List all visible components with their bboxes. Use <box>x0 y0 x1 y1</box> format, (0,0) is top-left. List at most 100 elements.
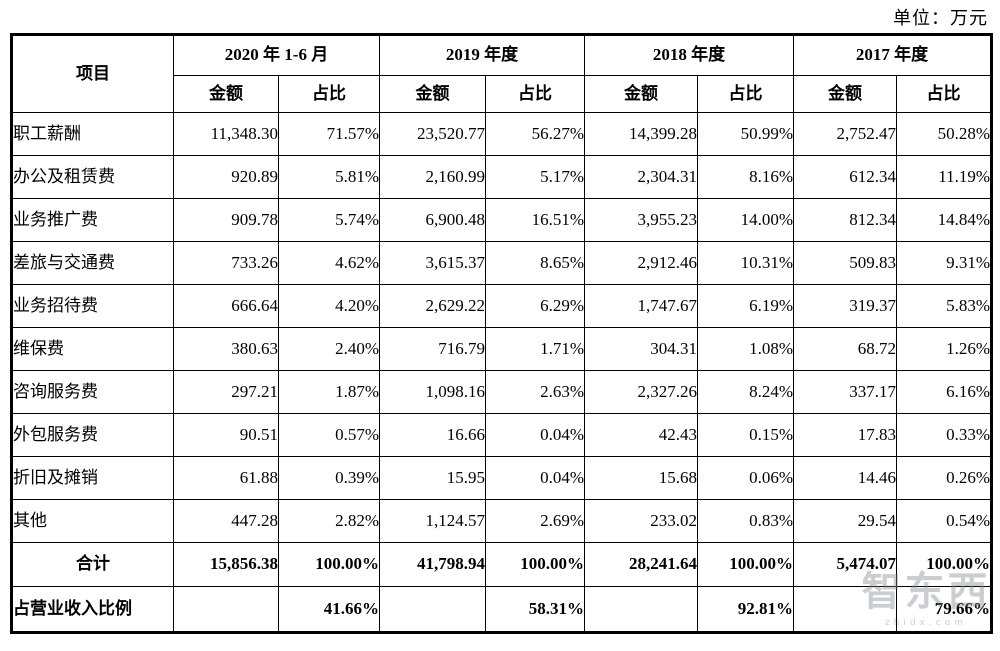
row-label: 业务推广费 <box>11 198 174 242</box>
cell-amount: 733.26 <box>173 241 279 285</box>
cell-ratio: 0.26% <box>896 456 993 500</box>
table-row: 职工薪酬 11,348.30 71.57% 23,520.77 56.27% 14,399… <box>11 112 993 156</box>
cell-amount: 28,241.64 <box>584 542 699 587</box>
cell-amount <box>584 586 699 633</box>
cell-amount: 509.83 <box>793 241 898 285</box>
row-label: 咨询服务费 <box>11 370 174 414</box>
header-group-row: 项目 2020 年 1-6 月 2019 年度 2018 年度 2017 年度 <box>11 34 993 113</box>
cell-ratio: 2.69% <box>485 499 586 543</box>
cell-amount: 920.89 <box>173 155 279 199</box>
cell-ratio: 92.81% <box>697 586 795 633</box>
cell-ratio: 100.00% <box>485 542 586 587</box>
cell-amount: 233.02 <box>584 499 699 543</box>
cell-amount <box>793 586 898 633</box>
cell-ratio: 0.57% <box>277 413 381 457</box>
cell-amount: 447.28 <box>173 499 279 543</box>
table-row: 咨询服务费 297.21 1.87% 1,098.16 2.63% 2,327.26 8.2… <box>11 370 993 414</box>
cell-amount: 2,629.22 <box>379 284 487 328</box>
cell-ratio: 5.74% <box>277 198 381 242</box>
cell-ratio: 0.39% <box>277 456 381 500</box>
table-row: 其他 447.28 2.82% 1,124.57 2.69% 233.02 0.83% 29.… <box>11 499 993 543</box>
row-label: 合计 <box>11 542 174 587</box>
col-group-2020: 2020 年 1-6 月 <box>172 34 381 76</box>
cell-ratio: 5.81% <box>277 155 381 199</box>
cell-ratio: 50.28% <box>896 112 993 156</box>
cell-ratio: 71.57% <box>277 112 381 156</box>
col-group-2017: 2017 年度 <box>793 34 993 76</box>
row-label: 业务招待费 <box>11 284 174 328</box>
cell-amount <box>379 586 487 633</box>
cell-amount: 3,615.37 <box>379 241 487 285</box>
cell-ratio: 0.15% <box>697 413 795 457</box>
table-row: 维保费 380.63 2.40% 716.79 1.71% 304.31 1.08% 68.7… <box>11 327 993 371</box>
cell-ratio: 1.08% <box>697 327 795 371</box>
cell-ratio: 6.29% <box>485 284 586 328</box>
cell-amount: 16.66 <box>379 413 487 457</box>
cell-ratio: 6.16% <box>896 370 993 414</box>
cell-ratio: 4.20% <box>277 284 381 328</box>
col-group-2019: 2019 年度 <box>379 34 586 76</box>
cell-ratio: 100.00% <box>697 542 795 587</box>
cell-amount: 909.78 <box>173 198 279 242</box>
cell-ratio: 2.82% <box>277 499 381 543</box>
cell-amount: 17.83 <box>793 413 898 457</box>
cell-ratio: 10.31% <box>697 241 795 285</box>
header-sub-row: 金额 占比 金额 占比 金额 占比 金额 占比 <box>12 75 993 113</box>
cell-ratio: 0.06% <box>697 456 795 500</box>
unit-label: 单位：万元 <box>893 8 988 28</box>
cell-amount: 2,304.31 <box>584 155 699 199</box>
cell-ratio: 8.16% <box>697 155 795 199</box>
cell-ratio: 79.66% <box>896 586 993 633</box>
cell-amount: 812.34 <box>793 198 898 242</box>
cell-amount: 319.37 <box>793 284 898 328</box>
table-row: 差旅与交通费 733.26 4.62% 3,615.37 8.65% 2,912.46 10… <box>11 241 993 285</box>
cell-amount: 2,160.99 <box>379 155 487 199</box>
cell-amount: 6,900.48 <box>379 198 487 242</box>
cell-amount: 11,348.30 <box>173 112 279 156</box>
row-label: 职工薪酬 <box>11 112 174 156</box>
cell-ratio: 1.26% <box>896 327 993 371</box>
table-row: 业务招待费 666.64 4.20% 2,629.22 6.29% 1,747.67 6.1… <box>11 284 993 328</box>
cell-amount: 23,520.77 <box>379 112 487 156</box>
row-label: 其他 <box>11 499 174 543</box>
subheader-ratio: 占比 <box>896 75 993 113</box>
cell-amount: 3,955.23 <box>584 198 699 242</box>
cell-amount: 1,098.16 <box>379 370 487 414</box>
cell-amount: 304.31 <box>584 327 699 371</box>
cell-amount: 337.17 <box>793 370 898 414</box>
cell-amount: 2,752.47 <box>793 112 898 156</box>
subheader-amount: 金额 <box>793 75 898 113</box>
table-row: 折旧及摊销 61.88 0.39% 15.95 0.04% 15.68 0.06% 14.46… <box>11 456 993 500</box>
table-row: 外包服务费 90.51 0.57% 16.66 0.04% 42.43 0.15% 17.83… <box>11 413 993 457</box>
subheader-amount: 金额 <box>379 75 487 113</box>
subheader-ratio: 占比 <box>277 75 381 113</box>
cell-ratio: 11.19% <box>896 155 993 199</box>
cell-amount: 14.46 <box>793 456 898 500</box>
row-label: 维保费 <box>11 327 174 371</box>
cell-amount: 2,912.46 <box>584 241 699 285</box>
cell-ratio: 2.63% <box>485 370 586 414</box>
cell-ratio: 0.83% <box>697 499 795 543</box>
cell-ratio: 14.00% <box>697 198 795 242</box>
cell-ratio: 9.31% <box>896 241 993 285</box>
cell-amount: 297.21 <box>173 370 279 414</box>
row-label: 办公及租赁费 <box>11 155 174 199</box>
cell-amount: 29.54 <box>793 499 898 543</box>
cell-amount: 15,856.38 <box>173 542 279 587</box>
cell-ratio: 6.19% <box>697 284 795 328</box>
cell-amount: 1,124.57 <box>379 499 487 543</box>
cell-amount: 612.34 <box>793 155 898 199</box>
cell-amount: 666.64 <box>173 284 279 328</box>
cell-ratio: 0.54% <box>896 499 993 543</box>
cell-amount: 5,474.07 <box>793 542 898 587</box>
cell-ratio: 2.40% <box>277 327 381 371</box>
table-row: 办公及租赁费 920.89 5.81% 2,160.99 5.17% 2,304.31 8.… <box>11 155 993 199</box>
cell-amount: 15.95 <box>379 456 487 500</box>
cell-ratio: 1.87% <box>277 370 381 414</box>
total-row: 合计 15,856.38 100.00% 41,798.94 100.00% 28,241… <box>11 542 993 587</box>
cell-amount: 61.88 <box>173 456 279 500</box>
cell-ratio: 0.04% <box>485 413 586 457</box>
expense-table: 项目 2020 年 1-6 月 2019 年度 2018 年度 2017 年度 … <box>10 33 994 634</box>
row-label: 差旅与交通费 <box>11 241 174 285</box>
cell-ratio: 14.84% <box>896 198 993 242</box>
